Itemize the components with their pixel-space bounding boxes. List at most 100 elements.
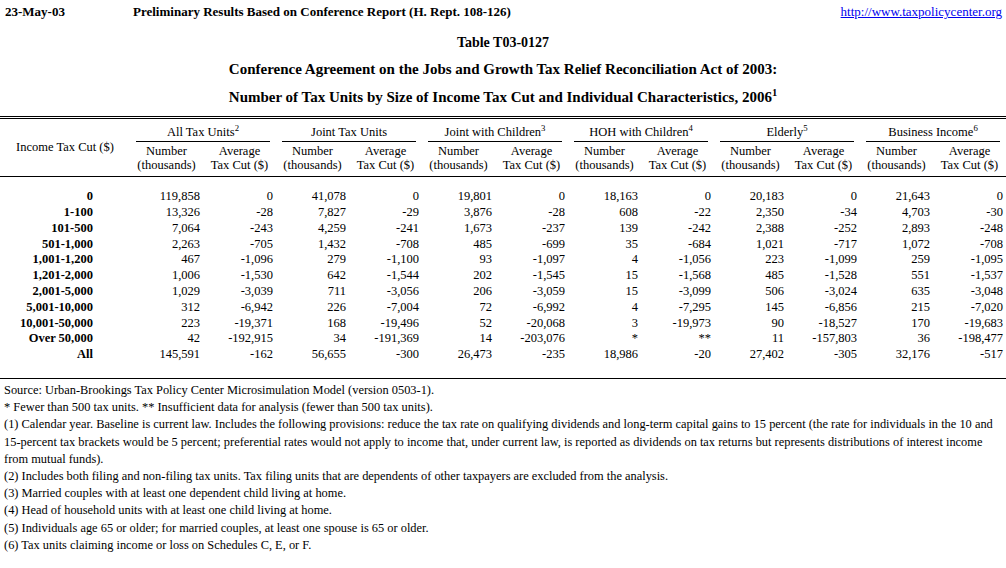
table-row: 1,001-1,200467-1,096279-1,10093-1,0974-1…	[0, 252, 1006, 268]
table-cell: -7,295	[641, 300, 714, 316]
footnote: (2) Includes both filing and non-filing …	[4, 468, 1002, 485]
site-url-link[interactable]: http://www.taxpolicycenter.org	[841, 4, 1002, 20]
table-cell: 642	[276, 268, 349, 284]
table-cell: 34	[276, 331, 349, 347]
table-cell: -18,527	[787, 316, 860, 332]
table-row: 0119,858041,078019,801018,163020,183021,…	[0, 177, 1006, 205]
table-cell: -22	[641, 205, 714, 221]
subheader-number: Number	[276, 142, 349, 158]
table-cell: 0	[933, 177, 1006, 205]
footnotes: Source: Urban-Brookings Tax Policy Cente…	[0, 379, 1006, 554]
subheader-number: Number	[860, 142, 933, 158]
table-cell: -517	[933, 347, 1006, 378]
subheader-average: Average	[495, 142, 568, 158]
table-cell: 4	[568, 252, 641, 268]
table-cell: -3,048	[933, 284, 1006, 300]
table-cell: 18,986	[568, 347, 641, 378]
table-cell: 0	[203, 177, 276, 205]
table-cell: 1,006	[130, 268, 203, 284]
table-cell: 139	[568, 221, 641, 237]
table-cell: -237	[495, 221, 568, 237]
footnote: * Fewer than 500 tax units. ** Insuffici…	[4, 399, 1002, 416]
group-header-joint-with-children: Joint with Children3	[422, 118, 568, 143]
table-cell: -1,097	[495, 252, 568, 268]
subheader-taxcut: Tax Cut ($)	[641, 158, 714, 177]
group-header-all-tax-units: All Tax Units2	[130, 118, 276, 143]
footnote: (5) Individuals age 65 or older; for mar…	[4, 520, 1002, 537]
table-cell: 11	[714, 331, 787, 347]
table-cell: 36	[860, 331, 933, 347]
table-cell: -1,099	[787, 252, 860, 268]
table-row: 10,001-50,000223-19,371168-19,49652-20,0…	[0, 316, 1006, 332]
table-cell: -19,973	[641, 316, 714, 332]
row-label: 5,001-10,000	[0, 300, 130, 316]
table-cell: 467	[130, 252, 203, 268]
table-cell: -6,856	[787, 300, 860, 316]
title-text: Number of Tax Units by Size of Income Ta…	[229, 89, 772, 105]
table-cell: 485	[714, 268, 787, 284]
table-cell: 41,078	[276, 177, 349, 205]
table-cell: 13,326	[130, 205, 203, 221]
group-header-joint-tax-units: Joint Tax Units	[276, 118, 422, 143]
table-header: Income Tax Cut ($) All Tax Units2Joint T…	[0, 118, 1006, 177]
table-cell: -252	[787, 221, 860, 237]
table-cell: 551	[860, 268, 933, 284]
table-cell: 0	[641, 177, 714, 205]
table-cell: 15	[568, 284, 641, 300]
subheader-thousands: (thousands)	[714, 158, 787, 177]
table-cell: -7,020	[933, 300, 1006, 316]
table-cell: -19,496	[349, 316, 422, 332]
subheader-number: Number	[422, 142, 495, 158]
table-cell: -241	[349, 221, 422, 237]
table-cell: 608	[568, 205, 641, 221]
subheader-average: Average	[203, 142, 276, 158]
table-cell: -19,371	[203, 316, 276, 332]
footnote: (6) Tax units claiming income or loss on…	[4, 537, 1002, 554]
subheader-taxcut: Tax Cut ($)	[495, 158, 568, 177]
table-number-title: Table T03-0127	[0, 35, 1006, 51]
row-label: 1,201-2,000	[0, 268, 130, 284]
table-cell: 215	[860, 300, 933, 316]
table-cell: -684	[641, 237, 714, 253]
table-cell: 119,858	[130, 177, 203, 205]
table-cell: 4	[568, 300, 641, 316]
table-row: 501-1,0002,263-7051,432-708485-69935-684…	[0, 237, 1006, 253]
table-cell: -243	[203, 221, 276, 237]
subheader-number: Number	[130, 142, 203, 158]
table-cell: -699	[495, 237, 568, 253]
table-cell: -1,568	[641, 268, 714, 284]
subheader-taxcut: Tax Cut ($)	[787, 158, 860, 177]
table-row: 2,001-5,0001,029-3,039711-3,056206-3,059…	[0, 284, 1006, 300]
group-header-hoh-with-children: HOH with Children4	[568, 118, 714, 143]
subheader-number: Number	[714, 142, 787, 158]
table-cell: -3,024	[787, 284, 860, 300]
table-cell: -242	[641, 221, 714, 237]
table-cell: 93	[422, 252, 495, 268]
tax-units-table: Income Tax Cut ($) All Tax Units2Joint T…	[0, 116, 1006, 379]
table-title-line2: Conference Agreement on the Jobs and Gro…	[0, 61, 1006, 78]
table-cell: 3	[568, 316, 641, 332]
header-subtitle: Preliminary Results Based on Conference …	[133, 4, 841, 20]
table-cell: 226	[276, 300, 349, 316]
title-block: Table T03-0127 Conference Agreement on t…	[0, 35, 1006, 106]
table-row: 101-5007,064-2434,259-2411,673-237139-24…	[0, 221, 1006, 237]
table-cell: -29	[349, 205, 422, 221]
table-cell: -3,056	[349, 284, 422, 300]
table-cell: -1,096	[203, 252, 276, 268]
table-cell: 2,893	[860, 221, 933, 237]
subheader-thousands: (thousands)	[568, 158, 641, 177]
table-cell: 42	[130, 331, 203, 347]
table-cell: **	[641, 331, 714, 347]
table-cell: -1,537	[933, 268, 1006, 284]
table-cell: 1,673	[422, 221, 495, 237]
table-cell: 168	[276, 316, 349, 332]
table-cell: 635	[860, 284, 933, 300]
table-cell: 2,350	[714, 205, 787, 221]
table-cell: -300	[349, 347, 422, 378]
table-row: 1,201-2,0001,006-1,530642-1,544202-1,545…	[0, 268, 1006, 284]
table-cell: 279	[276, 252, 349, 268]
table-cell: 170	[860, 316, 933, 332]
subheader-taxcut: Tax Cut ($)	[933, 158, 1006, 177]
table-cell: 90	[714, 316, 787, 332]
table-cell: 2,263	[130, 237, 203, 253]
